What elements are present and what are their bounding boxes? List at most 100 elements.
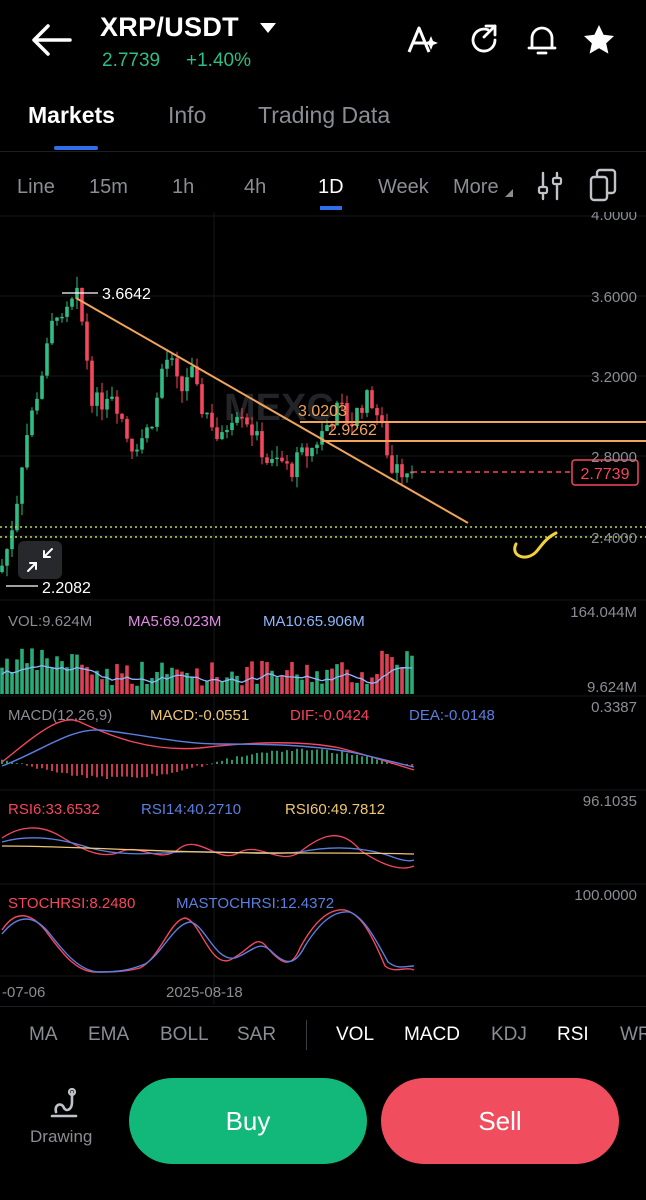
buy-button[interactable]: Buy (129, 1078, 367, 1164)
candle-body (255, 431, 259, 436)
candle-body (400, 464, 404, 478)
tab-trading-data[interactable]: Trading Data (258, 102, 391, 128)
indicator-sar[interactable]: SAR (237, 1024, 277, 1045)
indicator-wr[interactable]: WR (620, 1024, 646, 1045)
y-tick: 2.4000 (591, 530, 637, 547)
candle-body (185, 377, 189, 392)
macd-bar (201, 764, 203, 767)
macd-bar (371, 757, 373, 764)
macd-bar (6, 760, 8, 764)
grid (0, 212, 646, 1004)
volume-bar (235, 675, 239, 694)
macd-bar (341, 751, 343, 764)
macd-dif: DIF:-0.0424 (290, 707, 369, 724)
candle-body (175, 358, 179, 377)
timeframe-more[interactable]: More (453, 176, 499, 198)
candle-body (215, 427, 219, 440)
back-arrow-icon[interactable] (26, 20, 74, 60)
level-label-1: 3.0203 (298, 403, 347, 420)
candle-body (155, 397, 159, 427)
candle-body (335, 402, 339, 426)
candle-body (140, 438, 144, 450)
vol-top: 164.044M (570, 604, 637, 621)
macd-bar (26, 764, 28, 766)
star-icon[interactable] (581, 22, 617, 58)
collapse-icon (27, 548, 53, 572)
drawing-label[interactable]: Drawing (30, 1127, 93, 1146)
candle-body (265, 457, 269, 463)
volume-bar (25, 663, 29, 694)
macd-bar (276, 750, 278, 764)
timeframe-line[interactable]: Line (17, 176, 55, 198)
macd-histogram (1, 748, 413, 780)
stochrsi-top: 100.0000 (574, 887, 637, 904)
font-style-icon[interactable] (405, 22, 441, 58)
caret-down-icon[interactable] (258, 20, 278, 36)
drawing-icon[interactable] (46, 1086, 82, 1122)
indicator-rsi[interactable]: RSI (557, 1024, 589, 1045)
candle-body (270, 458, 274, 463)
tab-markets[interactable]: Markets (28, 102, 115, 128)
candle-body (10, 530, 14, 550)
candle-body (375, 408, 379, 416)
candle-body (35, 398, 39, 411)
volume-bar (400, 668, 404, 694)
volume-bar (120, 673, 124, 694)
candle-body (315, 444, 319, 448)
candle-body (360, 407, 364, 413)
indicator-boll[interactable]: BOLL (160, 1024, 209, 1045)
mastochrsi-line (1, 911, 415, 973)
tab-info[interactable]: Info (168, 102, 207, 128)
macd-bar (156, 764, 158, 776)
macd-bar (361, 756, 363, 764)
candle-body (320, 431, 324, 445)
indicator-macd[interactable]: MACD (404, 1024, 460, 1045)
volume-bar (390, 657, 394, 694)
macd-bar (346, 753, 348, 764)
candle-body (15, 503, 19, 531)
candle-body (290, 463, 294, 478)
indicator-divider (0, 1006, 646, 1007)
sell-button[interactable]: Sell (381, 1078, 619, 1164)
volume-bars (0, 648, 414, 694)
timeframe-week[interactable]: Week (378, 176, 429, 198)
indicator-kdj[interactable]: KDJ (491, 1024, 527, 1045)
volume-bar (75, 654, 79, 694)
candle-body (0, 565, 4, 572)
candle-body (135, 449, 139, 452)
macd-bar (131, 764, 133, 778)
candle-body (65, 306, 69, 317)
macd-bar (176, 764, 178, 773)
bell-icon[interactable] (524, 22, 560, 58)
volume-bar (220, 681, 224, 694)
indicator-settings-icon[interactable] (534, 170, 566, 202)
timeframe-1h[interactable]: 1h (172, 176, 195, 198)
macd-bar (191, 764, 193, 768)
volume-bar (360, 672, 364, 694)
volume-bar (140, 661, 144, 694)
rsi6-label: RSI6:33.6532 (8, 801, 100, 818)
timeframe-1d[interactable]: 1D (318, 176, 344, 198)
volume-bar (310, 681, 314, 694)
macd-bar (71, 764, 73, 776)
macd-bar (181, 764, 183, 771)
pair-title[interactable]: XRP/USDT (100, 12, 239, 42)
indicator-vol[interactable]: VOL (336, 1024, 375, 1045)
refresh-icon[interactable] (466, 22, 502, 58)
macd-bar (136, 764, 138, 778)
indicator-ma[interactable]: MA (29, 1024, 58, 1045)
timeframe-4h[interactable]: 4h (244, 176, 267, 198)
kline-chart[interactable]: MEXC 3.0203 2.9262 2.7739 3.6642 2.2082 … (0, 212, 646, 1006)
copy-layout-icon[interactable] (588, 168, 618, 202)
candle-body (280, 457, 284, 462)
collapse-chart-button[interactable] (18, 541, 62, 579)
volume-bar (370, 677, 374, 694)
volume-bar (175, 669, 179, 694)
timeframe-15m[interactable]: 15m (89, 176, 128, 198)
candle-body (130, 438, 134, 452)
macd-bar (86, 764, 88, 778)
indicator-ema[interactable]: EMA (88, 1024, 130, 1045)
candle-body (80, 287, 84, 322)
volume-bar (170, 667, 174, 694)
volume-bar (265, 662, 269, 694)
